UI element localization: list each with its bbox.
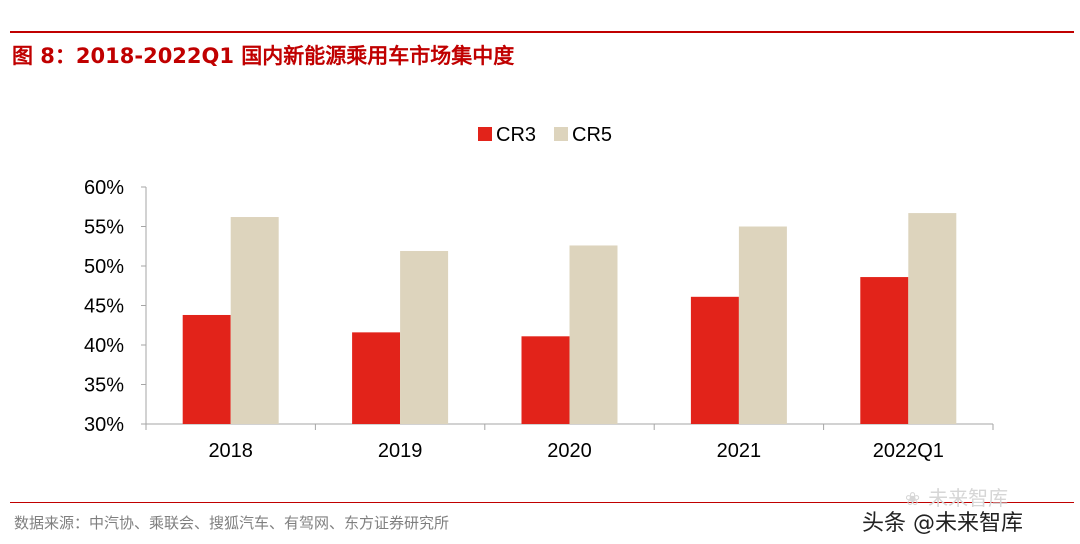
y-tick-label: 55% [84, 217, 124, 239]
legend-label-cr5: CR5 [572, 124, 612, 146]
y-tick-label: 45% [84, 296, 124, 318]
title-rule [10, 31, 1074, 33]
watermark-light: ❀ 未来智库 [905, 482, 1008, 511]
bar-cr3-2020 [521, 336, 570, 424]
y-tick-label: 30% [84, 414, 124, 436]
watermark-dark: 头条 @未来智库 [862, 511, 1023, 536]
x-tick-label: 2020 [547, 440, 592, 462]
y-tick-label: 35% [84, 375, 124, 397]
y-tick-label: 50% [84, 256, 124, 278]
data-source-note: 数据来源：中汽协、乘联会、搜狐汽车、有驾网、东方证券研究所 [14, 514, 450, 532]
bar-cr3-2022q1 [860, 277, 909, 424]
bar-cr5-2022q1 [908, 213, 957, 424]
bar-cr3-2018 [182, 314, 231, 424]
figure-title: 图 8：2018-2022Q1 国内新能源乘用车市场集中度 [12, 44, 515, 68]
bar-cr5-2018 [230, 217, 279, 424]
bar-cr3-2019 [352, 332, 401, 424]
bar-cr5-2019 [400, 250, 449, 424]
x-tick-label: 2021 [717, 440, 762, 462]
y-tick-label: 60% [84, 177, 124, 199]
legend-label-cr3: CR3 [496, 124, 536, 146]
x-tick-label: 2018 [208, 440, 253, 462]
x-tick-label: 2022Q1 [873, 440, 944, 462]
bar-cr3-2021 [690, 296, 739, 424]
watermark-light-text: 未来智库 [928, 486, 1009, 510]
y-tick-label: 40% [84, 335, 124, 357]
legend-swatch-cr5 [554, 127, 568, 141]
wechat-icon: ❀ [905, 489, 921, 510]
x-tick-label: 2019 [378, 440, 423, 462]
bar-cr5-2020 [569, 245, 618, 424]
bar-cr5-2021 [738, 226, 787, 424]
source-rule [10, 502, 1074, 503]
legend-swatch-cr3 [478, 127, 492, 141]
